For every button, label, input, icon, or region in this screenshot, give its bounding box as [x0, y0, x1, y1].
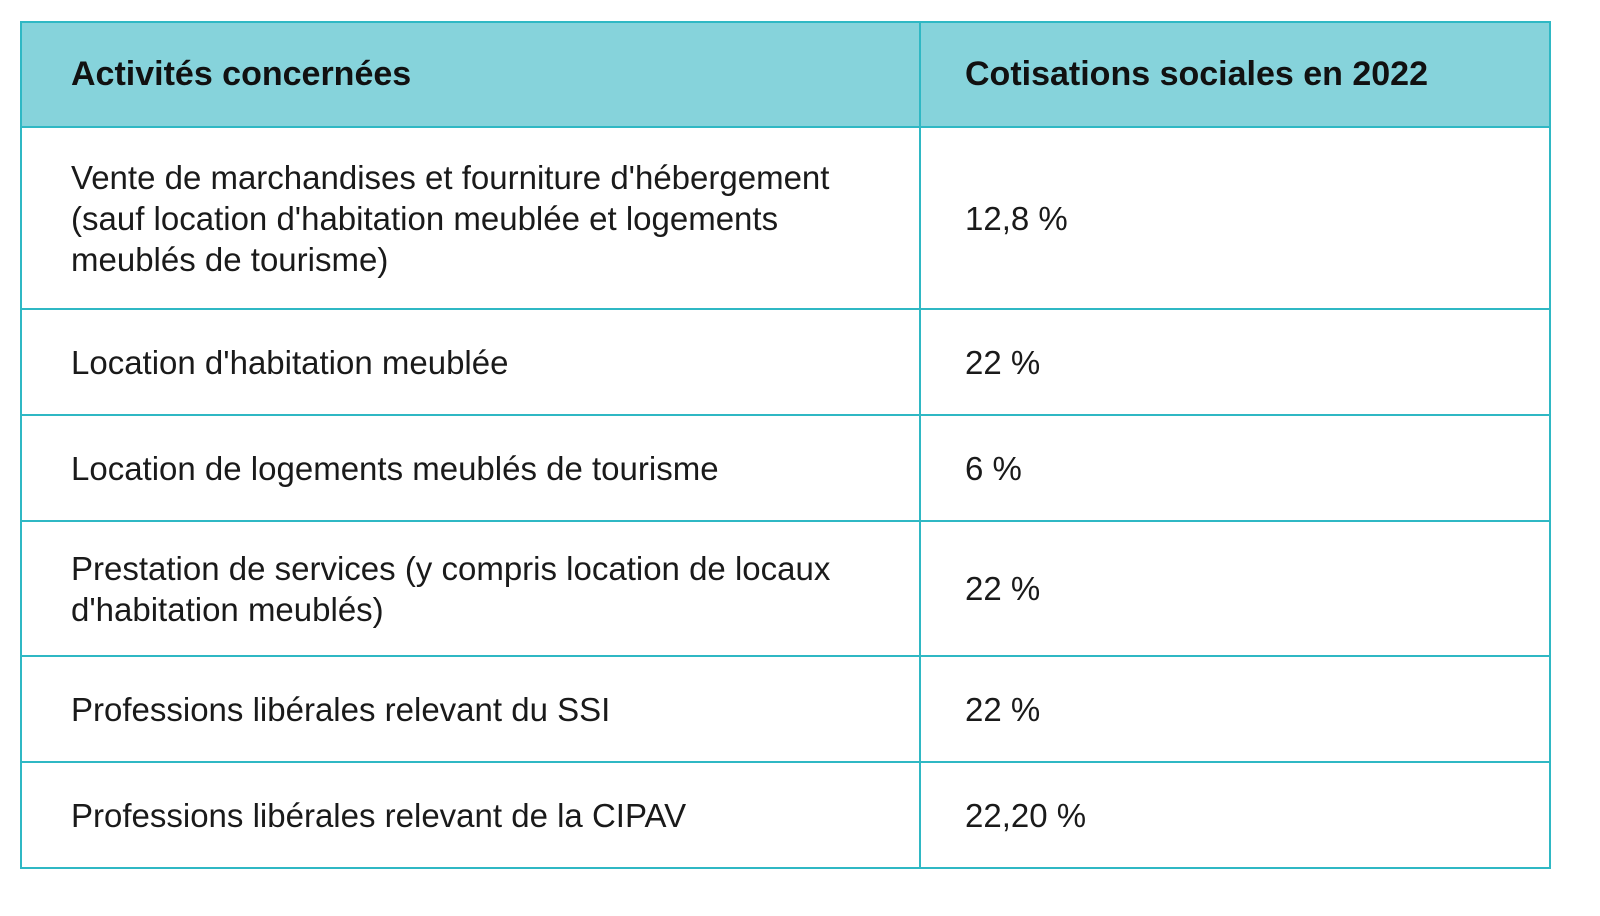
table-row: Professions libérales relevant de la CIP… — [20, 761, 1551, 869]
table-row: Professions libérales relevant du SSI 22… — [20, 655, 1551, 763]
activity-cell: Professions libérales relevant du SSI — [20, 655, 921, 763]
activity-cell: Vente de marchandises et fourniture d'hé… — [20, 126, 921, 310]
table-body: Vente de marchandises et fourniture d'hé… — [20, 126, 1551, 869]
activity-cell: Professions libérales relevant de la CIP… — [20, 761, 921, 869]
rate-cell: 22 % — [919, 520, 1551, 657]
table-row: Location de logements meublés de tourism… — [20, 414, 1551, 522]
activity-cell: Location d'habitation meublée — [20, 308, 921, 416]
rate-cell: 6 % — [919, 414, 1551, 522]
contributions-table: Activités concernées Cotisations sociale… — [20, 21, 1551, 869]
rate-cell: 22 % — [919, 308, 1551, 416]
table-row: Location d'habitation meublée 22 % — [20, 308, 1551, 416]
activity-cell: Location de logements meublés de tourism… — [20, 414, 921, 522]
header-contributions: Cotisations sociales en 2022 — [919, 21, 1551, 128]
activity-cell: Prestation de services (y compris locati… — [20, 520, 921, 657]
table-row: Prestation de services (y compris locati… — [20, 520, 1551, 657]
header-activities: Activités concernées — [20, 21, 921, 128]
header-row: Activités concernées Cotisations sociale… — [20, 21, 1551, 128]
rate-cell: 22,20 % — [919, 761, 1551, 869]
rate-cell: 22 % — [919, 655, 1551, 763]
table-row: Vente de marchandises et fourniture d'hé… — [20, 126, 1551, 310]
table-header: Activités concernées Cotisations sociale… — [20, 21, 1551, 128]
rate-cell: 12,8 % — [919, 126, 1551, 310]
